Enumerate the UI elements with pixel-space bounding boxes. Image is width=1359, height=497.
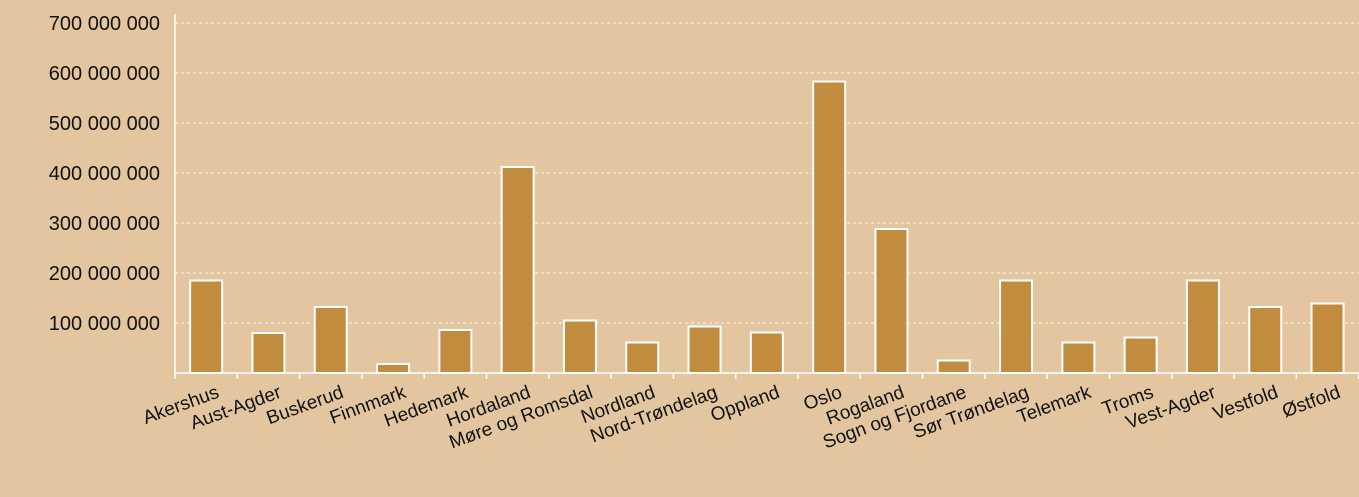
bar bbox=[1123, 336, 1158, 374]
grid-lines bbox=[175, 22, 1359, 324]
bar bbox=[812, 80, 847, 374]
bar bbox=[562, 319, 597, 374]
bar bbox=[251, 332, 286, 374]
bar bbox=[625, 341, 660, 374]
y-axis-tick-labels: 100 000 000 200 000 000 300 000 000 400 000… bbox=[49, 13, 160, 335]
bar bbox=[1310, 302, 1345, 374]
bar bbox=[500, 166, 535, 374]
bar bbox=[999, 279, 1034, 374]
category-label: Østfold bbox=[1280, 382, 1344, 422]
y-tick-label: 300 000 000 bbox=[49, 213, 160, 235]
bar bbox=[376, 363, 411, 374]
y-tick-label: 100 000 000 bbox=[49, 313, 160, 335]
bar bbox=[1185, 279, 1220, 374]
bar bbox=[438, 329, 473, 374]
bar bbox=[189, 279, 224, 374]
x-axis-category-labels: AkershusAust-AgderBuskerudFinnmarkHedema… bbox=[140, 382, 1343, 454]
y-tick-label: 600 000 000 bbox=[49, 63, 160, 85]
bar bbox=[1061, 341, 1096, 374]
y-tick-label: 500 000 000 bbox=[49, 113, 160, 135]
bar bbox=[874, 228, 909, 374]
bar bbox=[687, 325, 722, 374]
bar bbox=[313, 306, 348, 374]
bar bbox=[936, 359, 971, 374]
y-tick-label: 200 000 000 bbox=[49, 263, 160, 285]
category-label: Oppland bbox=[708, 382, 783, 426]
bar bbox=[749, 331, 784, 374]
axes bbox=[174, 14, 1359, 374]
bar bbox=[1248, 306, 1283, 374]
y-tick-label: 700 000 000 bbox=[49, 13, 160, 35]
x-axis-ticks bbox=[174, 373, 1359, 379]
category-label: Vestfold bbox=[1210, 382, 1281, 425]
y-tick-label: 400 000 000 bbox=[49, 163, 160, 185]
bars bbox=[189, 80, 1345, 374]
